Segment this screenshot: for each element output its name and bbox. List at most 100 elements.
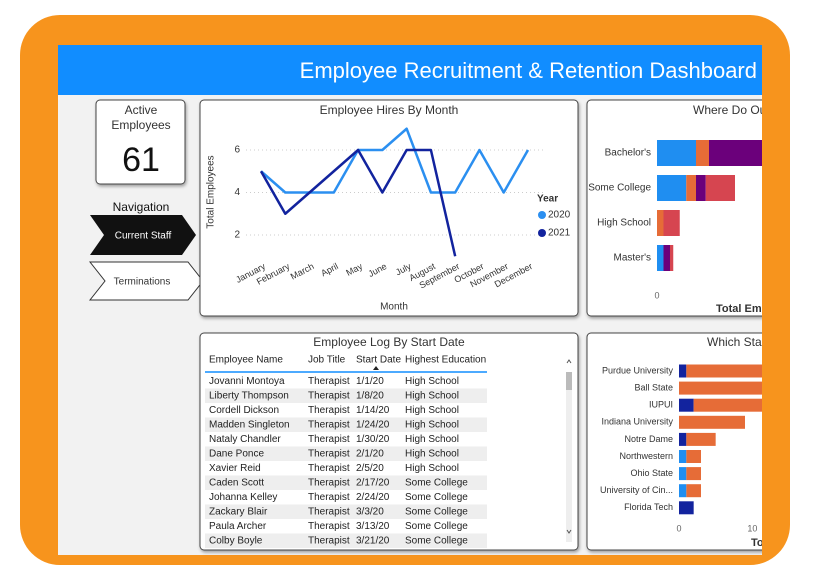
bar-segment — [686, 450, 701, 463]
kpi-card — [95, 99, 186, 185]
x-axis-label: To — [751, 537, 764, 549]
table-cell: 3/13/20 — [356, 521, 390, 532]
scroll-up[interactable] — [566, 359, 572, 364]
log-card — [199, 332, 579, 551]
table-cell: High School — [405, 420, 459, 431]
y-tick-label: Northwestern — [619, 451, 673, 461]
row-band — [205, 475, 487, 490]
table-cell: Therapist — [308, 376, 350, 387]
table-cell: Therapist — [308, 478, 350, 489]
y-tick-label: Ball State — [634, 382, 673, 392]
legend-marker — [538, 229, 546, 237]
y-tick-label: 2 — [234, 230, 240, 241]
y-tick-label: Indiana University — [601, 417, 673, 427]
table-cell: Xavier Reid — [209, 463, 261, 474]
table-cell: 3/21/20 — [356, 536, 390, 547]
y-tick-label: 4 — [234, 187, 240, 198]
y-tick-label: Purdue University — [602, 365, 674, 375]
table-cell: Caden Scott — [209, 478, 264, 489]
bar-segment — [709, 140, 762, 166]
scroll-thumb[interactable] — [566, 372, 572, 390]
bar-segment — [679, 484, 687, 498]
bar-segment — [679, 432, 687, 446]
table-cell: 2/24/20 — [356, 492, 390, 503]
bar-segment — [679, 398, 694, 412]
y-tick-label: 6 — [234, 145, 240, 156]
table-cell: Cordell Dickson — [209, 405, 279, 416]
table-cell: 1/30/20 — [356, 434, 390, 445]
table-cell: Some College — [405, 521, 468, 532]
y-tick-label: Master's — [614, 253, 651, 264]
y-axis-label: Total Employees — [206, 155, 217, 228]
table-cell: Therapist — [308, 463, 350, 474]
table-cell: Paula Archer — [209, 521, 267, 532]
scroll-down[interactable] — [566, 529, 572, 534]
log-table: Employee Name Job Title Start Date Highest … — [205, 355, 487, 548]
kpi-value: 61 — [122, 141, 160, 179]
bar-segment — [679, 415, 745, 429]
scrollbar[interactable] — [566, 372, 572, 542]
table-cell: Madden Singleton — [209, 420, 290, 431]
column-header: Employee Name — [209, 355, 283, 366]
education-card — [586, 99, 762, 317]
bar-segment — [657, 210, 664, 236]
y-tick-label: Some College — [588, 183, 651, 194]
row-band — [205, 417, 487, 432]
row-band — [205, 388, 487, 403]
table-cell: High School — [405, 405, 459, 416]
bar-segment — [679, 501, 694, 515]
column-header: Job Title — [308, 355, 346, 366]
table-cell: Therapist — [308, 405, 350, 416]
bar-segment — [657, 140, 696, 166]
y-tick-label: High School — [597, 218, 651, 229]
bar-segment — [696, 175, 706, 201]
column-header: Highest Education — [405, 355, 486, 366]
kpi-label: Active — [125, 103, 158, 117]
legend-marker — [538, 211, 546, 219]
nav-button[interactable] — [90, 215, 196, 255]
bar-segment — [670, 245, 674, 271]
hires-title: Employee Hires By Month — [320, 103, 459, 117]
row-band — [205, 504, 487, 519]
table-cell: Therapist — [308, 536, 350, 547]
kpi-label: Employees — [111, 118, 170, 132]
nav-button-label[interactable]: Terminations — [114, 277, 171, 288]
table-cell: Therapist — [308, 492, 350, 503]
table-cell: Dane Ponce — [209, 449, 264, 460]
table-cell: 2/1/20 — [356, 449, 384, 460]
table-cell: Nataly Chandler — [209, 434, 281, 445]
nav-button[interactable] — [88, 261, 204, 301]
y-tick-label: University of Cin... — [600, 485, 673, 495]
table-cell: Some College — [405, 507, 468, 518]
bar-segment — [686, 484, 701, 498]
table-cell: Therapist — [308, 434, 350, 445]
table-cell: Therapist — [308, 420, 350, 431]
table-cell: 3/3/20 — [356, 507, 384, 518]
bar-segment — [663, 245, 670, 271]
nav-button-label[interactable]: Current Staff — [115, 231, 172, 242]
table-cell: Jovanni Montoya — [209, 376, 285, 387]
y-tick-label: IUPUI — [649, 400, 673, 410]
log-title: Employee Log By Start Date — [313, 335, 465, 349]
table-cell: 1/1/20 — [356, 376, 384, 387]
legend-title: Year — [537, 194, 558, 205]
y-tick-label: Florida Tech — [624, 502, 673, 512]
y-tick-label: Bachelor's — [605, 148, 651, 159]
header-title: Employee Recruitment & Retention Dashboa… — [300, 58, 757, 83]
table-cell: 1/8/20 — [356, 391, 384, 402]
sort-indicator — [373, 366, 379, 370]
school-title: Which Sta — [707, 335, 762, 349]
table-cell: Some College — [405, 492, 468, 503]
y-tick-label: Notre Dame — [624, 434, 673, 444]
table-cell: Therapist — [308, 391, 350, 402]
education-title: Where Do Ou — [693, 103, 766, 117]
bar-segment — [686, 432, 716, 446]
table-cell: Therapist — [308, 449, 350, 460]
y-tick-label: Ohio State — [630, 468, 673, 478]
bar-segment — [693, 398, 762, 412]
x-tick-label: 0 — [676, 523, 681, 533]
x-tick-label: 10 — [747, 523, 757, 533]
table-cell: Colby Boyle — [209, 536, 263, 547]
table-cell: Liberty Thompson — [209, 391, 289, 402]
bar-segment — [705, 175, 735, 201]
